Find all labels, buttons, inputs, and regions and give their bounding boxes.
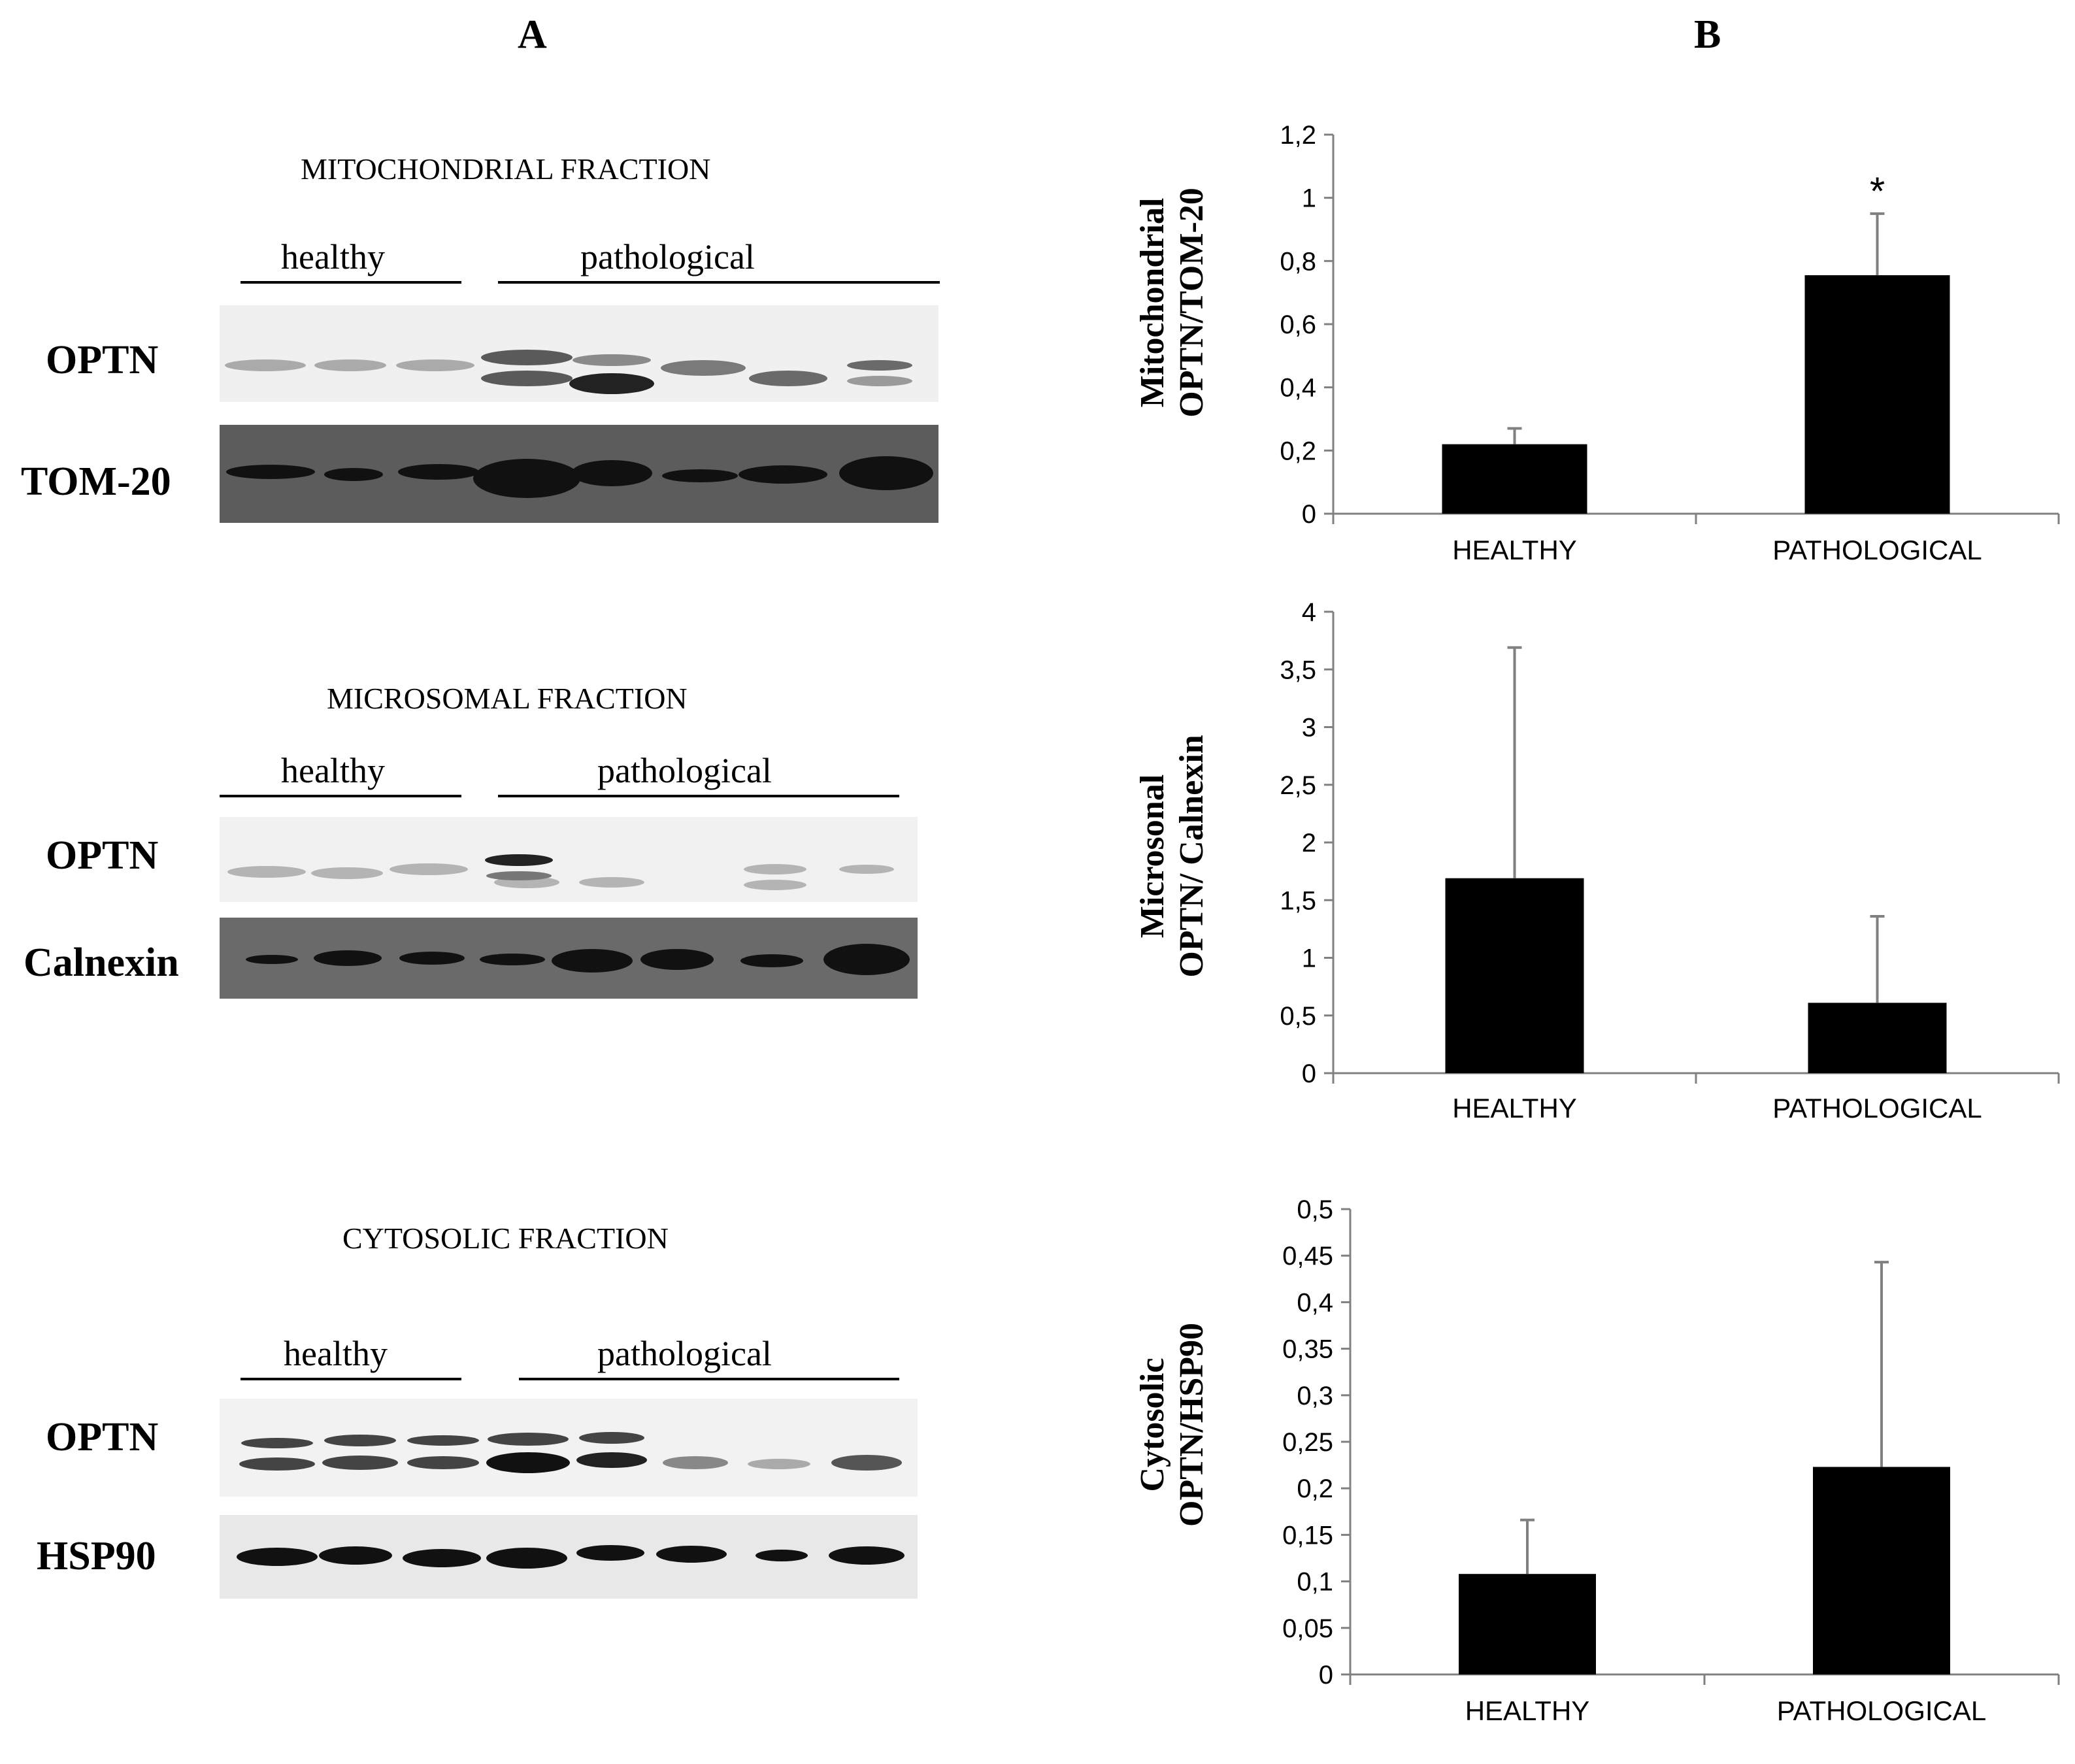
x-category-label: HEALTHY <box>1452 535 1577 565</box>
row-label-hsp90: HSP90 <box>37 1534 156 1578</box>
chart-svg: 0 0,2 0,4 0,6 0,8 1 1,2 HEALTHY PATHOLOGICAL * <box>1280 121 2060 565</box>
y-tick-label: 0,2 <box>1280 437 1316 465</box>
y-tick-label: 2 <box>1302 829 1316 857</box>
group-label-pathological: pathological <box>597 1334 772 1373</box>
x-category-label: HEALTHY <box>1452 1093 1577 1123</box>
x-category-label: PATHOLOGICAL <box>1772 535 1982 565</box>
y-tick-label: 3,5 <box>1280 656 1316 684</box>
row-label-optn: OPTN <box>46 833 159 878</box>
group-line-healthy <box>220 795 461 797</box>
group-line-pathological <box>498 281 940 284</box>
group-label-pathological: pathological <box>580 237 755 276</box>
panel-a-letter: A <box>518 12 547 57</box>
bar-healthy <box>1442 444 1587 514</box>
group-label-pathological: pathological <box>597 751 772 790</box>
bar-pathological <box>1804 275 1950 514</box>
blot-title-cytosolic: CYTOSOLIC FRACTION <box>342 1222 669 1255</box>
group-line-healthy <box>241 281 461 284</box>
y-tick-label: 0,8 <box>1280 247 1316 276</box>
chart-3-y-title: Cytosolic OPTN/HSP90 <box>1134 1322 1210 1527</box>
group-line-healthy <box>241 1378 461 1380</box>
x-category-label: PATHOLOGICAL <box>1777 1695 1987 1726</box>
y-tick-label: 0,45 <box>1282 1242 1333 1271</box>
y-tick-label: 0,35 <box>1282 1335 1333 1364</box>
optn-blot-image <box>220 817 918 902</box>
x-category-label: HEALTHY <box>1465 1695 1590 1726</box>
chart-cytosolic: 0 0,05 0,1 0,15 0,2 0,25 0,3 0,35 0,4 0,45 0,5 HEAL… <box>1229 1163 2075 1764</box>
y-tick-label: 0,25 <box>1282 1428 1333 1457</box>
row-label-tom20: TOM-20 <box>21 459 171 504</box>
y-tick-label: 1,2 <box>1280 121 1316 150</box>
y-tick-label: 0 <box>1319 1661 1333 1689</box>
y-tick-label: 0 <box>1302 500 1316 529</box>
y-tick-label: 0,6 <box>1280 310 1316 339</box>
y-tick-label: 1 <box>1302 184 1316 213</box>
blot-title-mitochondrial: MITOCHONDRIAL FRACTION <box>301 152 711 186</box>
y-tick-label: 0,4 <box>1280 374 1316 403</box>
y-tick-label: 3 <box>1302 714 1316 742</box>
y-tick-label: 0,4 <box>1297 1288 1333 1317</box>
y-tick-label: 0,2 <box>1297 1474 1333 1503</box>
y-tick-label: 0,5 <box>1297 1195 1333 1224</box>
y-tick-label: 0,5 <box>1280 1002 1316 1031</box>
y-tick-label: 0,1 <box>1297 1568 1333 1597</box>
chart-svg: 0 0,5 1 1,5 2 2,5 3 3,5 4 HEALTHY PATHOLOGICAL <box>1280 598 2060 1123</box>
y-tick-label: 0,05 <box>1282 1614 1333 1643</box>
group-line-pathological <box>519 1378 899 1380</box>
group-line-pathological <box>498 795 899 797</box>
optn-blot-image <box>220 1399 918 1497</box>
calnexin-blot-image <box>220 918 918 999</box>
row-label-optn: OPTN <box>46 338 159 382</box>
significance-marker: * <box>1870 169 1885 213</box>
y-tick-label: 0 <box>1302 1059 1316 1088</box>
bar-pathological <box>1813 1467 1950 1674</box>
chart-1-y-title: Mitochondrial OPTN/TOM-20 <box>1134 188 1210 418</box>
chart-2-y-title: Microsonal OPTN/ Calnexin <box>1134 735 1210 978</box>
chart-microsomal: 0 0,5 1 1,5 2 2,5 3 3,5 4 HEALTHY PATHOLOGICAL <box>1229 595 2075 1150</box>
group-label-healthy: healthy <box>284 1334 388 1373</box>
bar-healthy <box>1445 878 1584 1073</box>
panel-b-letter: B <box>1694 12 1721 57</box>
bar-pathological <box>1808 1003 1947 1073</box>
tom20-blot-image <box>220 425 938 523</box>
optn-blot-image <box>220 305 938 402</box>
y-tick-label: 1 <box>1302 944 1316 973</box>
y-tick-label: 2,5 <box>1280 771 1316 800</box>
chart-svg: 0 0,05 0,1 0,15 0,2 0,25 0,3 0,35 0,4 0,45 0,5 HEAL… <box>1282 1195 2060 1726</box>
row-label-optn: OPTN <box>46 1415 159 1459</box>
y-tick-label: 4 <box>1302 598 1316 627</box>
group-label-healthy: healthy <box>281 751 385 790</box>
y-tick-label: 0,3 <box>1297 1382 1333 1410</box>
bar-healthy <box>1459 1574 1596 1674</box>
chart-mitochondrial: 0 0,2 0,4 0,6 0,8 1 1,2 HEALTHY PATHOLOGICAL * <box>1229 118 2075 588</box>
x-category-label: PATHOLOGICAL <box>1772 1093 1982 1123</box>
y-tick-label: 0,15 <box>1282 1521 1333 1550</box>
blot-title-microsomal: MICROSOMAL FRACTION <box>327 682 688 715</box>
hsp90-blot-image <box>220 1515 918 1599</box>
row-label-calnexin: Calnexin <box>24 940 179 985</box>
y-tick-label: 1,5 <box>1280 886 1316 915</box>
group-label-healthy: healthy <box>281 237 385 276</box>
